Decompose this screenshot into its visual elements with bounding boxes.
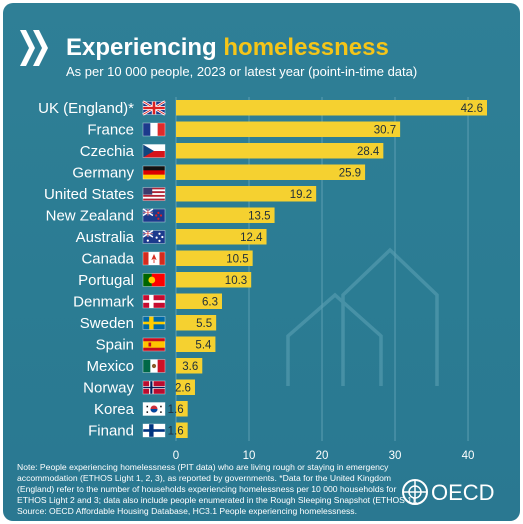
bar [176, 336, 216, 352]
sweden-flag-icon [142, 316, 166, 330]
x-tick-label: 10 [243, 450, 256, 462]
title-part-1: Experiencing [66, 34, 223, 61]
uk-flag-icon [142, 100, 166, 116]
title-part-2: homelessness [223, 34, 388, 61]
bar [176, 358, 203, 374]
category-label: Portugal [78, 272, 134, 289]
value-label: 19.2 [290, 189, 312, 201]
bar [176, 293, 222, 309]
value-label: 10.5 [226, 253, 248, 265]
usa-flag-icon [142, 187, 166, 201]
france-flag-icon [142, 122, 166, 137]
value-label: 5.4 [195, 339, 212, 351]
category-label: Canada [81, 250, 134, 267]
category-label: UK (England)* [38, 100, 134, 117]
value-label: 5.5 [196, 318, 212, 330]
x-tick-label: 20 [316, 450, 329, 462]
value-label: 25.9 [339, 167, 361, 179]
category-label: New Zealand [46, 207, 134, 224]
note-line-3: (England) refer to the number of househo… [17, 484, 396, 494]
oecd-globe-icon [402, 479, 428, 505]
note-line-2: accommodation (ETHOS Light 1, 2, 3), as … [17, 473, 391, 483]
mexico-flag-icon [142, 359, 166, 373]
category-label: Czechia [80, 143, 135, 160]
australia-flag-icon [142, 229, 166, 244]
category-label: Germany [72, 164, 134, 181]
spain-flag-icon [142, 337, 166, 352]
footnote: Note: People experiencing homelessness (… [17, 462, 417, 516]
value-label: 12.4 [240, 232, 263, 244]
norway-flag-icon [142, 380, 166, 395]
value-label: 13.5 [248, 210, 270, 222]
denmark-flag-icon [142, 294, 166, 309]
category-label: Norway [83, 379, 134, 396]
value-label: 1.6 [168, 404, 184, 416]
chart-subtitle: As per 10 000 people, 2023 or latest yea… [66, 64, 417, 79]
value-label: 42.6 [461, 103, 483, 115]
bar [176, 229, 267, 245]
bar [176, 401, 188, 417]
category-label: Korea [94, 401, 135, 418]
value-label: 10.3 [225, 275, 247, 287]
chart: Experiencing homelessness As per 10 000 … [17, 30, 495, 516]
category-labels: UK (England)* France Czechia Germany United … [38, 100, 135, 440]
new-zealand-flag-icon [142, 208, 166, 223]
bar [176, 272, 252, 288]
x-tick-label: 0 [173, 450, 179, 462]
bar [176, 186, 317, 202]
korea-flag-icon [142, 402, 166, 416]
category-label: Spain [96, 336, 134, 353]
category-label: Mexico [86, 358, 134, 375]
value-label: 3.6 [182, 361, 198, 373]
infographic-card: Experiencing homelessness As per 10 000 … [3, 3, 520, 521]
bar [176, 379, 195, 395]
value-label: 28.4 [357, 146, 380, 158]
oecd-logo: OECD [402, 479, 495, 505]
bar [176, 100, 487, 116]
bar [176, 315, 217, 331]
category-label: Australia [76, 229, 135, 246]
value-label: 1.6 [168, 425, 184, 437]
note-line-5: Source: OECD Affordable Housing Database… [17, 506, 357, 516]
value-label: 2.6 [175, 382, 191, 394]
bars [176, 100, 487, 438]
bar [176, 207, 275, 223]
value-labels: 42.6 30.7 28.4 25.9 19.2 13.5 12.4 10.5 10.3 6.3 5… [168, 103, 483, 438]
x-tick-label: 40 [462, 450, 475, 462]
bar [176, 164, 366, 180]
category-label: United States [44, 186, 134, 203]
note-line-4: ETHOS Light 2 and 3; data also include p… [17, 495, 417, 505]
bar [176, 250, 253, 266]
czechia-flag-icon [142, 144, 166, 158]
flags [142, 100, 166, 438]
category-label: Sweden [80, 315, 134, 332]
bar [176, 422, 188, 438]
bar [176, 143, 384, 159]
note-line-1: Note: People experiencing homelessness (… [17, 462, 389, 472]
x-tick-label: 30 [389, 450, 402, 462]
chart-title: Experiencing homelessness [66, 34, 389, 61]
bar [176, 121, 401, 137]
finland-flag-icon [142, 423, 166, 438]
category-label: Denmark [73, 293, 134, 310]
germany-flag-icon [142, 165, 166, 180]
value-label: 6.3 [202, 296, 218, 308]
canada-flag-icon [142, 251, 166, 266]
portugal-flag-icon [142, 273, 166, 287]
value-label: 30.7 [374, 124, 396, 136]
category-label: France [87, 121, 134, 138]
category-label: Finand [88, 422, 134, 439]
house-outline-icon [286, 247, 439, 386]
x-axis-ticks: 0 10 20 30 40 [173, 450, 475, 462]
chevron-logo-icon [20, 30, 48, 66]
oecd-logo-text: OECD [431, 480, 495, 505]
